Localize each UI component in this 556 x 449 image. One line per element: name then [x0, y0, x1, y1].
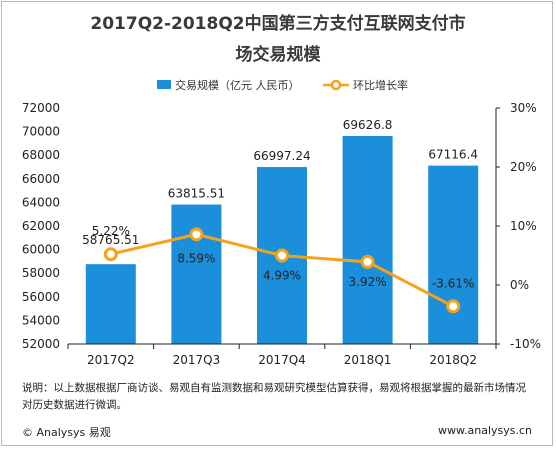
- legend: 交易规模（亿元 人民币） 环比增长率: [0, 77, 556, 93]
- line-value-label: 5.22%: [92, 224, 130, 238]
- x-category-label: 2017Q4: [258, 353, 306, 367]
- y-left-tick-label: 62000: [22, 219, 60, 233]
- line-value-label: 8.59%: [177, 251, 215, 265]
- line-point: [275, 248, 289, 263]
- line-value-label: -3.61%: [432, 276, 474, 290]
- legend-line-swatch: [323, 79, 349, 91]
- legend-bar-label: 交易规模（亿元 人民币）: [175, 79, 300, 92]
- line-point: [446, 299, 461, 314]
- y-left-tick-label: 64000: [22, 195, 60, 209]
- bar-value-label: 66997.24: [253, 149, 310, 163]
- y-right-tick-label: 10%: [510, 219, 537, 233]
- y-left-tick-label: 66000: [22, 172, 60, 186]
- chart-title-line-2: 场交易规模: [235, 45, 321, 65]
- bar-value-label: 69626.8: [343, 118, 393, 132]
- line-point: [103, 247, 118, 262]
- bar: [171, 204, 222, 344]
- website: www.analysys.cn: [438, 424, 532, 437]
- y-right-tick-label: 0%: [510, 278, 529, 292]
- copyright: © Analysys 易观: [22, 426, 111, 439]
- y-left-tick-label: 56000: [22, 290, 60, 304]
- y-right-tick-label: 20%: [510, 160, 537, 174]
- y-left-tick-label: 70000: [22, 125, 60, 139]
- bar: [428, 165, 479, 344]
- chart-title-line-1: 2017Q2-2018Q2中国第三方支付互联网支付市: [90, 14, 466, 34]
- y-left-tick-label: 68000: [22, 148, 60, 162]
- y-left-tick-label: 60000: [22, 243, 60, 257]
- bar-value-label: 63815.51: [168, 187, 225, 201]
- legend-line-label: 环比增长率: [353, 79, 408, 92]
- y-left-tick-label: 54000: [22, 313, 60, 327]
- y-right-tick-label: -10%: [510, 337, 541, 351]
- x-category-label: 2018Q2: [429, 353, 477, 367]
- y-left-tick-label: 52000: [22, 337, 60, 351]
- line-point: [360, 254, 375, 269]
- legend-bar-swatch: [157, 80, 171, 89]
- bar-value-label: 67116.4: [428, 148, 478, 162]
- bar: [85, 264, 136, 344]
- y-left-tick-label: 72000: [22, 101, 60, 115]
- bar: [342, 136, 393, 344]
- line-point: [189, 227, 204, 242]
- x-category-label: 2017Q3: [173, 353, 221, 367]
- x-category-label: 2018Q1: [344, 353, 392, 367]
- bar-value-label: 58765.51: [82, 233, 139, 247]
- line-value-label: 3.92%: [349, 275, 387, 289]
- y-left-tick-label: 58000: [22, 266, 60, 280]
- line-value-label: 4.99%: [263, 269, 301, 283]
- y-right-tick-label: 30%: [510, 101, 537, 115]
- x-category-label: 2017Q2: [87, 353, 135, 367]
- footnote: 说明：以上数据根据厂商访谈、易观自有监测数据和易观研究模型估算获得，易观将根据掌…: [22, 382, 526, 411]
